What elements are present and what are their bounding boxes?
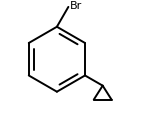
Text: Br: Br xyxy=(70,1,82,11)
